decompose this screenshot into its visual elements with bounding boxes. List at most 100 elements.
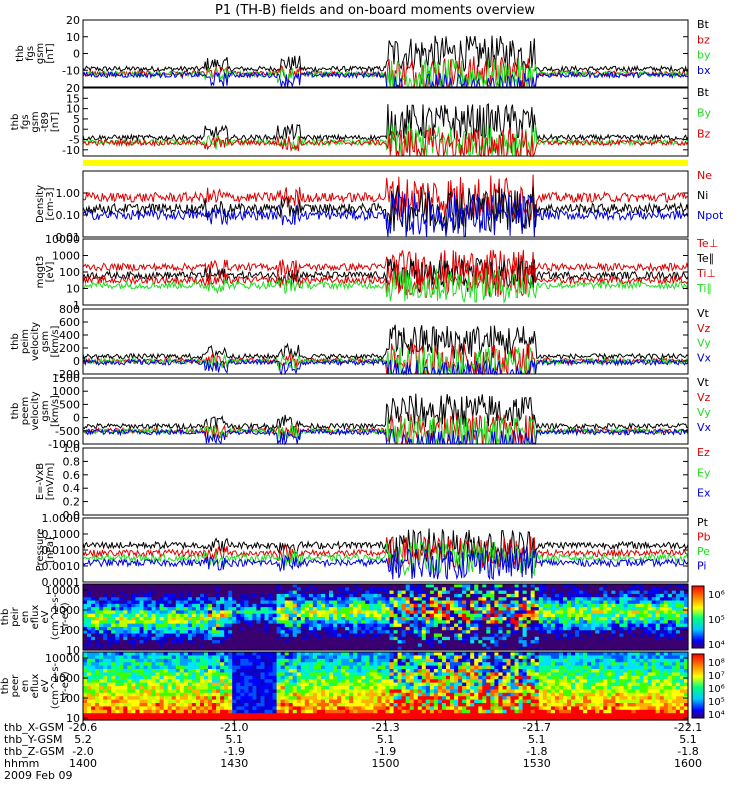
- heatmap-cell: [599, 600, 604, 605]
- heatmap-cell: [405, 613, 411, 618]
- heatmap-cell: [353, 703, 358, 707]
- heatmap-cell: [95, 593, 100, 598]
- heatmap-cell: [280, 603, 286, 608]
- heatmap-cell: [494, 617, 499, 621]
- heatmap-cell: [639, 593, 645, 598]
- heatmap-cell: [518, 590, 524, 595]
- heatmap-cell: [155, 716, 161, 721]
- heatmap-cell: [417, 636, 423, 641]
- heatmap-cell: [236, 682, 241, 687]
- heatmap-cell: [187, 658, 193, 663]
- heatmap-cell: [127, 669, 132, 673]
- heatmap-cell: [401, 630, 407, 635]
- heatmap-cell: [450, 593, 455, 598]
- heatmap-cell: [478, 584, 483, 588]
- heatmap-cell: [417, 613, 423, 618]
- heatmap-cell: [413, 699, 419, 704]
- heatmap-cell: [538, 610, 544, 615]
- heatmap-cell: [563, 623, 568, 628]
- heatmap-cell: [663, 607, 669, 611]
- heatmap-cell: [264, 587, 270, 592]
- heatmap-cell: [425, 590, 431, 595]
- heatmap-cell: [579, 587, 584, 592]
- heatmap-cell: [244, 716, 249, 721]
- heatmap-cell: [325, 613, 330, 618]
- heatmap-cell: [163, 696, 169, 701]
- heatmap-cell: [260, 626, 266, 631]
- panel-frame: [82, 87, 689, 157]
- heatmap-cell: [482, 587, 487, 592]
- heatmap-cell: [183, 587, 189, 592]
- heatmap-cell: [361, 613, 366, 618]
- heatmap-cell: [103, 675, 108, 680]
- heatmap-cell: [87, 669, 92, 673]
- heatmap-cell: [345, 652, 350, 656]
- heatmap-cell: [179, 636, 185, 641]
- heatmap-cell: [300, 696, 306, 701]
- heatmap-cell: [316, 696, 322, 701]
- heatmap-cell: [587, 646, 592, 651]
- heatmap-cell: [385, 682, 391, 687]
- heatmap-cell: [599, 593, 604, 598]
- heatmap-cell: [143, 675, 149, 680]
- heatmap-cell: [268, 603, 274, 608]
- y-tick-label: 400: [59, 329, 80, 342]
- heatmap-cell: [429, 665, 435, 670]
- heatmap-cell: [276, 620, 282, 625]
- heatmap-cell: [107, 686, 112, 690]
- heatmap-cell: [365, 703, 370, 707]
- heatmap-cell: [373, 603, 378, 608]
- heatmap-cell: [417, 630, 423, 635]
- heatmap-cell: [365, 587, 370, 592]
- heatmap-cell: [268, 587, 274, 592]
- heatmap-cell: [558, 593, 564, 598]
- heatmap-cell: [611, 603, 616, 608]
- heatmap-cell: [228, 652, 233, 656]
- heatmap-cell: [627, 623, 633, 628]
- heatmap-cell: [183, 686, 189, 690]
- heatmap-cell: [143, 706, 149, 711]
- heatmap-cell: [417, 658, 423, 663]
- heatmap-cell: [583, 626, 588, 631]
- heatmap-cell: [647, 613, 653, 618]
- heatmap-cell: [405, 716, 411, 721]
- heatmap-cell: [526, 610, 532, 615]
- heatmap-cell: [127, 682, 132, 687]
- heatmap-cell: [159, 590, 165, 595]
- heatmap-cell: [627, 643, 633, 648]
- heatmap-cell: [220, 713, 225, 718]
- heatmap-cell: [663, 620, 669, 625]
- heatmap-cell: [280, 623, 286, 628]
- heatmap-cell: [409, 636, 415, 641]
- heatmap-cell: [107, 696, 112, 701]
- heatmap-cell: [212, 716, 217, 721]
- heatmap-cell: [635, 603, 641, 608]
- heatmap-cell: [550, 636, 556, 641]
- heatmap-cell: [437, 636, 443, 641]
- heatmap-cell: [329, 665, 334, 670]
- heatmap-cell: [433, 640, 439, 644]
- heatmap-cell: [228, 613, 233, 618]
- heatmap-cell: [337, 709, 342, 714]
- heatmap-cell: [175, 593, 181, 598]
- heatmap-cell: [421, 593, 427, 598]
- heatmap-cell: [321, 699, 326, 704]
- heatmap-cell: [91, 652, 96, 656]
- heatmap-cell: [123, 672, 128, 677]
- heatmap-cell: [538, 633, 544, 638]
- heatmap-cell: [353, 665, 358, 670]
- heatmap-cell: [409, 643, 415, 648]
- heatmap-cell: [369, 662, 374, 667]
- heatmap-cell: [216, 603, 221, 608]
- heatmap-cell: [304, 643, 310, 648]
- heatmap-cell: [280, 699, 286, 704]
- heatmap-cell: [179, 590, 185, 595]
- heatmap-cell: [514, 620, 520, 625]
- heatmap-cell: [312, 662, 318, 667]
- heatmap-cell: [417, 633, 423, 638]
- heatmap-cell: [571, 643, 576, 648]
- heatmap-cell: [494, 640, 499, 644]
- heatmap-cell: [312, 590, 318, 595]
- heatmap-cell: [329, 613, 334, 618]
- heatmap-cell: [236, 593, 241, 598]
